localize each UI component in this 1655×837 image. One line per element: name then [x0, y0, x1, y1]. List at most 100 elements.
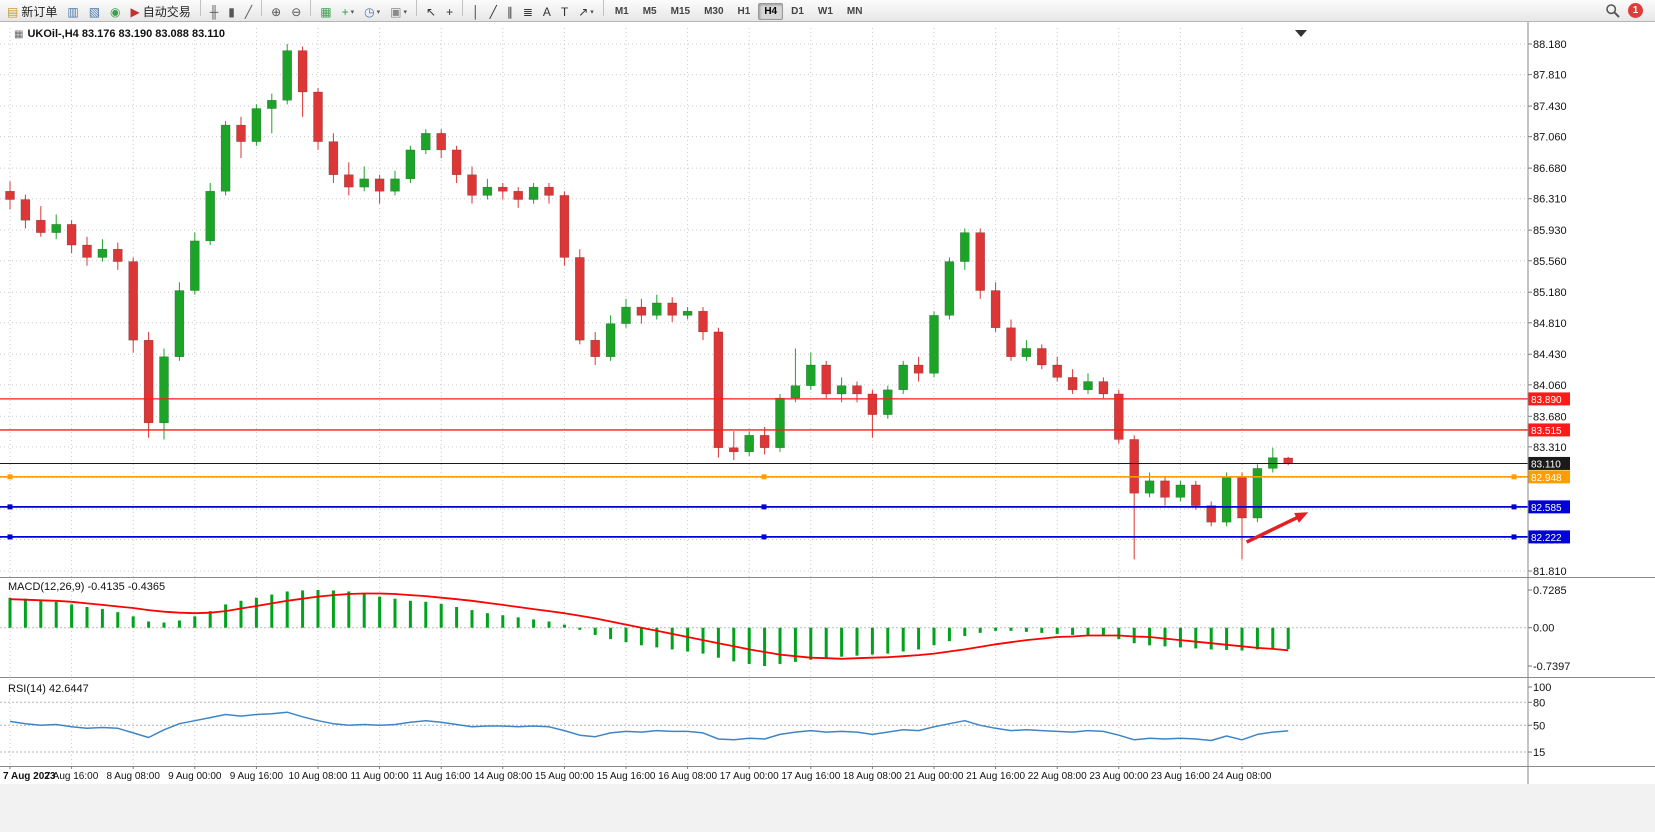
timeframe-m5-button[interactable]: M5 — [642, 6, 657, 17]
candle-body — [698, 310, 708, 333]
timeframe-h4-button[interactable]: H4 — [758, 3, 784, 20]
line-chart-icon: ╱ — [244, 4, 253, 19]
candle-body — [113, 248, 123, 262]
hline-82_222[interactable]: 82.222 — [0, 530, 1570, 544]
timeframe-m15-button[interactable]: M15 — [670, 6, 691, 17]
line-handle[interactable] — [1511, 534, 1517, 540]
candle-body — [143, 339, 154, 424]
timeframe-h1-button[interactable]: H1 — [737, 6, 751, 17]
chart-window-button[interactable]: ▥ — [63, 2, 82, 22]
candlestick-chart-button[interactable]: ▮ — [224, 2, 239, 22]
arrow-annotation[interactable] — [1245, 512, 1309, 544]
time-tick-label: 17 Aug 16:00 — [781, 771, 840, 782]
equidistant-channel-button[interactable]: ∥ — [503, 2, 517, 22]
candle-body — [220, 124, 231, 192]
candle-body — [528, 186, 539, 200]
indicators-button[interactable]: + ▾ — [338, 2, 359, 22]
chart-shift-marker[interactable] — [1295, 30, 1307, 37]
crosshair-button[interactable]: + — [442, 2, 457, 22]
hline-83_890[interactable]: 83.890 — [0, 392, 1570, 406]
candle-body — [759, 435, 770, 448]
rsi-scale-label: 15 — [1533, 747, 1545, 759]
timeframe-w1-button[interactable]: W1 — [817, 6, 833, 17]
new-order-button[interactable]: ▤ 新订单 — [3, 2, 61, 22]
price-label-box — [1528, 470, 1570, 484]
price-tick-label: 84.430 — [1533, 349, 1567, 361]
price-label-box — [1528, 456, 1570, 470]
candle-body — [1144, 480, 1155, 494]
timeframe-m1-button[interactable]: M1 — [614, 6, 629, 17]
candle-body — [467, 174, 477, 196]
line-handle[interactable] — [7, 474, 13, 480]
vertical-line-icon: │ — [472, 4, 480, 19]
hline-82_948[interactable]: 82.948 — [0, 470, 1570, 484]
toolbar-separator — [602, 0, 604, 16]
candle-body — [282, 50, 292, 101]
candle-body — [451, 149, 462, 175]
hline-83_515[interactable]: 83.515 — [0, 423, 1570, 437]
timeframe-d1-button[interactable]: D1 — [791, 6, 804, 17]
candle-body — [174, 290, 185, 357]
cursor-button[interactable]: ↖ — [422, 2, 440, 22]
price-tick-label: 87.810 — [1533, 70, 1567, 82]
alerts-icon: ◉ — [110, 4, 121, 19]
line-handle[interactable] — [7, 534, 13, 540]
search-icon[interactable] — [1605, 3, 1621, 19]
time-tick-label: 24 Aug 08:00 — [1213, 771, 1272, 782]
candle-body — [790, 385, 801, 399]
rsi-scale-label: 100 — [1533, 682, 1551, 694]
candle-body — [236, 124, 246, 142]
candle-body — [944, 261, 955, 316]
autotrading-button[interactable]: ▶ 自动交易 — [127, 2, 195, 22]
templates-button[interactable]: ▣ ▾ — [386, 2, 411, 22]
bar-chart-button[interactable]: ╫ — [206, 2, 223, 22]
tile-windows-button[interactable]: ▦ — [316, 2, 335, 22]
window-lower-margin — [0, 784, 1655, 832]
text-button[interactable]: A — [539, 2, 555, 22]
price-chart[interactable]: 88.180 87.810 87.430 87.060 86.680 86.310 85.9… — [0, 22, 1655, 832]
notification-badge[interactable]: 1 — [1628, 3, 1643, 18]
zoom-in-button[interactable]: ⊕ — [267, 2, 285, 22]
candle-body — [621, 306, 631, 324]
line-chart-button[interactable]: ╱ — [241, 2, 256, 22]
line-handle[interactable] — [1511, 504, 1517, 510]
candle-body — [1175, 484, 1186, 498]
line-handle[interactable] — [1511, 474, 1517, 480]
periods-button[interactable]: ◷ ▾ — [360, 2, 384, 22]
candle-body — [313, 91, 323, 142]
line-handle[interactable] — [7, 504, 13, 510]
candle-body — [5, 191, 15, 200]
line-handle[interactable] — [761, 504, 767, 510]
time-tick-label: 16 Aug 08:00 — [658, 771, 717, 782]
autotrading-button-label: 自动交易 — [142, 5, 191, 19]
main-toolbar: ▤ 新订单 ▥ ▧ ◉ ▶ 自动交易 ╫ ▮ ╱ ⊕ ⊖ ▦ + ▾ ◷ ▾ ▣ ▾ ↖ + │ ╱ ∥ ≣ A T ↗ ▾ M1 M5 M… — [0, 0, 1655, 22]
timeframe-mn-button[interactable]: MN — [846, 6, 863, 17]
line-handle[interactable] — [761, 534, 767, 540]
hline-83_110[interactable]: 83.110 — [0, 456, 1570, 471]
arrows-button[interactable]: ↗ ▾ — [574, 2, 598, 22]
trendline-button[interactable]: ╱ — [486, 2, 501, 22]
periods-icon: ◷ — [364, 4, 375, 19]
candle-body — [852, 385, 862, 395]
timeframe-m30-button[interactable]: M30 — [704, 6, 724, 17]
line-handle[interactable] — [761, 474, 767, 480]
fibonacci-button[interactable]: ≣ — [519, 2, 537, 22]
toolbar-separator — [310, 0, 312, 16]
candle-body — [913, 364, 924, 374]
rsi-scale-label: 50 — [1533, 720, 1545, 732]
vertical-line-button[interactable]: │ — [468, 2, 484, 22]
profile-button[interactable]: ▧ — [85, 2, 104, 22]
toolbar-separator — [462, 0, 464, 16]
hline-82_585[interactable]: 82.585 — [0, 500, 1570, 514]
label-button[interactable]: T — [557, 2, 572, 22]
macd-panel: 0.7285 0.00 -0.7397 — [0, 585, 1570, 673]
candle-body — [960, 232, 970, 262]
cursor-icon: ↖ — [426, 4, 437, 19]
new-order-button-label: 新订单 — [21, 5, 58, 19]
price-tick-label: 88.180 — [1533, 39, 1567, 51]
zoom-out-button[interactable]: ⊖ — [287, 2, 305, 22]
time-tick-label: 23 Aug 16:00 — [1151, 771, 1210, 782]
alerts-button[interactable]: ◉ — [106, 2, 124, 22]
time-tick-label: 11 Aug 00:00 — [350, 771, 409, 782]
